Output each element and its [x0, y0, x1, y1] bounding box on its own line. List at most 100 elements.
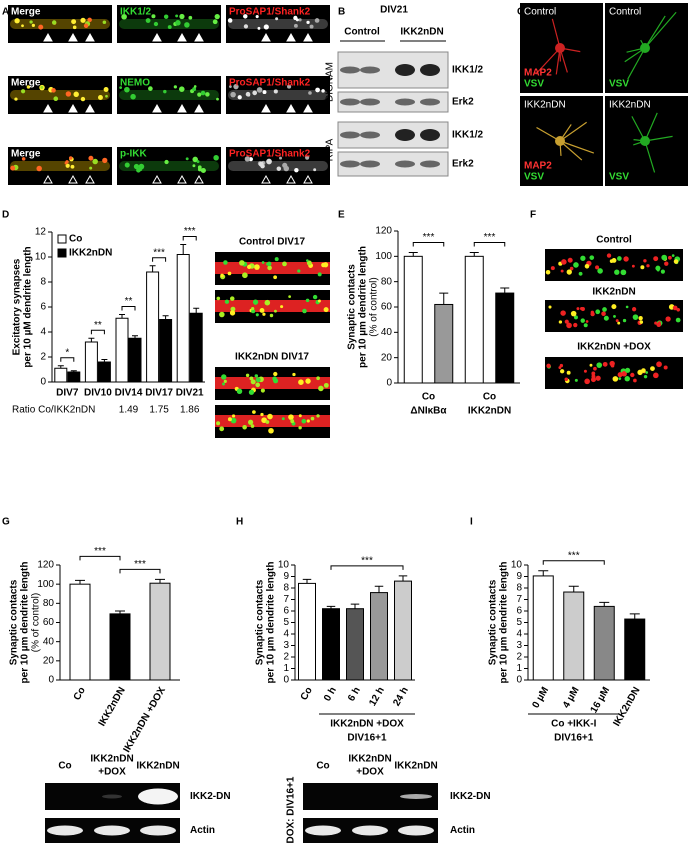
blot-band [340, 160, 360, 168]
band-label: IKK2-DN [190, 791, 231, 802]
image-spot [229, 85, 232, 88]
image-spot [261, 261, 265, 264]
image-spot [65, 163, 70, 168]
image-spot [257, 26, 261, 30]
image-spot [175, 14, 179, 18]
image-spot [227, 417, 232, 422]
image-spot [20, 89, 26, 94]
image-spot [671, 254, 675, 257]
blot-band [395, 64, 415, 76]
bar [624, 618, 646, 681]
y-axis-label: per 10 µm dendrite length [499, 562, 510, 684]
image-spot [643, 374, 648, 379]
column-label: IKK2nDN [400, 27, 443, 38]
x-tick-label: 6 h [346, 685, 363, 703]
image-spot [254, 374, 259, 378]
y-tick-label: 6 [516, 606, 522, 617]
image-spot [80, 17, 86, 23]
image-spot [179, 13, 185, 20]
error-bar [408, 252, 418, 257]
image-spot [92, 158, 98, 165]
image-spot [282, 261, 287, 267]
image-spot [633, 378, 637, 383]
y-axis-label: Excitatory synapses [12, 258, 23, 355]
image-spot [178, 86, 185, 92]
image-spot [205, 92, 210, 97]
image-spot [124, 86, 130, 93]
arrowhead [194, 103, 204, 113]
error-bar [326, 605, 336, 609]
image-spot [290, 419, 295, 424]
band-label: IKK1/2 [452, 130, 484, 141]
band-label: IKK2-DN [450, 791, 491, 802]
neurite [644, 15, 666, 49]
image-spot [323, 262, 329, 268]
dendrite [228, 90, 328, 100]
image-spot [617, 372, 623, 378]
y-tick-label: 120 [375, 226, 392, 237]
x-tick-label: DIV17 [145, 388, 173, 399]
image-spot [306, 20, 310, 25]
image-spot [650, 366, 655, 371]
blot-band [395, 98, 415, 106]
error-bar [629, 613, 640, 620]
y-tick-label: 100 [375, 251, 392, 262]
bar [159, 319, 173, 383]
image-spot [545, 270, 551, 275]
image-title: IKK2nDN +DOX [577, 342, 651, 353]
image-label: ProSAP1/Shank2 [229, 7, 311, 18]
panel-letter: E [338, 210, 345, 221]
image-spot [321, 89, 325, 93]
image-spot [298, 18, 302, 22]
image-spot [602, 307, 607, 312]
image-spot [252, 410, 256, 414]
bar [189, 312, 203, 383]
significance: *** [568, 550, 580, 561]
gel-band [102, 794, 122, 799]
x-tick-label: IKK2nDN [611, 685, 642, 728]
image-spot [222, 382, 225, 386]
blot-band [340, 98, 360, 106]
significance: *** [184, 226, 196, 237]
bar [67, 371, 81, 383]
image-spot [21, 24, 24, 28]
image-spot [223, 379, 227, 384]
image-spot [231, 414, 236, 418]
error-bar [439, 292, 449, 305]
error-bar [538, 570, 549, 576]
x-tick-label: IKK2nDN [468, 406, 511, 417]
y-tick-label: 7 [283, 594, 289, 605]
blot-band [360, 131, 380, 139]
dendrite [228, 19, 328, 29]
image-spot [653, 256, 659, 262]
image-spot [29, 20, 33, 24]
bar [97, 361, 111, 383]
image-spot [255, 377, 261, 383]
image-spot [51, 20, 57, 25]
lane-label: IKK2nDN [394, 761, 437, 772]
y-tick-label: 80 [43, 598, 55, 609]
image-spot [68, 156, 73, 160]
image-spot [224, 299, 230, 304]
extract-label: DIGNAM [325, 62, 336, 102]
blot-band [360, 66, 380, 74]
significance-bracket [473, 242, 506, 247]
significance: * [65, 347, 69, 358]
bar [84, 341, 98, 383]
error-bar [101, 359, 108, 362]
blot-band [420, 129, 440, 141]
significance-bracket [119, 568, 161, 574]
image-spot [306, 260, 312, 266]
group-label: IKK2nDN +DOX [330, 719, 404, 730]
gel-band [400, 794, 432, 799]
image-label: ProSAP1/Shank2 [229, 78, 311, 89]
image-spot [98, 95, 103, 100]
y-axis-label: Synaptic contacts [347, 264, 358, 350]
image-spot [308, 91, 312, 95]
image-spot [609, 360, 615, 367]
y-tick-label: 3 [516, 640, 522, 651]
image-spot [245, 91, 251, 97]
image-spot [280, 305, 284, 309]
image-spot [612, 376, 619, 382]
image-spot [124, 162, 130, 168]
